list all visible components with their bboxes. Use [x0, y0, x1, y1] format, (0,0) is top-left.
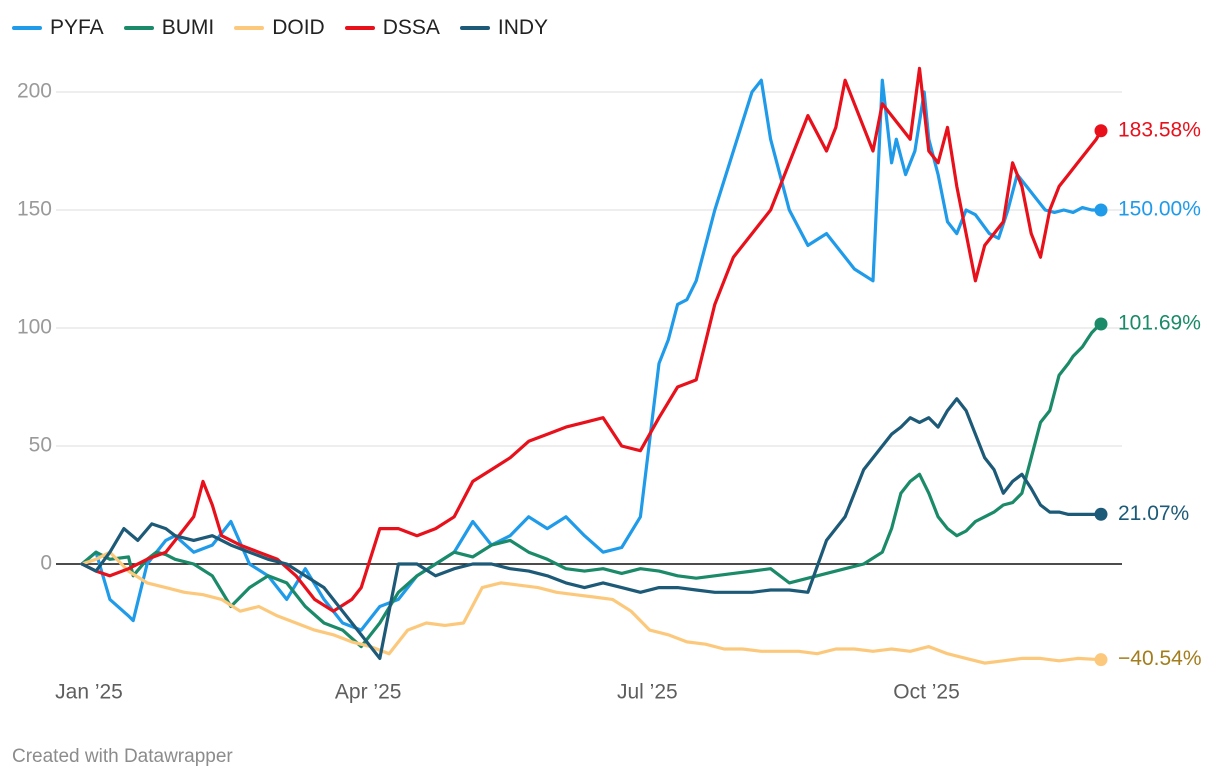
legend-item-dssa: DSSA [344, 16, 440, 40]
x-tick-label-oct-25: Oct ’25 [893, 681, 960, 704]
y-tick-label-200: 200 [17, 80, 52, 103]
legend: PYFA BUMI DOID DSSA INDY [12, 14, 548, 42]
legend-label-bumi: BUMI [161, 16, 215, 39]
legend-item-bumi: BUMI [123, 16, 215, 40]
legend-swatch-dssa [344, 26, 375, 30]
end-label-dssa: 183.58% [1118, 118, 1201, 141]
end-point-indy [1094, 507, 1108, 521]
end-label-doid: −40.54% [1118, 647, 1202, 670]
y-tick-label-50: 50 [29, 434, 52, 457]
y-tick-label-150: 150 [17, 198, 52, 221]
legend-swatch-bumi [123, 26, 154, 30]
legend-label-indy: INDY [497, 16, 549, 39]
end-label-bumi: 101.69% [1118, 312, 1201, 335]
end-point-dssa [1094, 124, 1108, 138]
y-tick-label-0: 0 [40, 552, 52, 575]
end-label-indy: 21.07% [1118, 502, 1189, 525]
legend-swatch-doid [234, 26, 265, 30]
x-tick-label-apr-25: Apr ’25 [335, 681, 402, 704]
y-tick-label-100: 100 [17, 316, 52, 339]
end-label-pyfa: 150.00% [1118, 198, 1201, 221]
series-line-doid [80, 550, 1103, 665]
series-line-dssa [80, 66, 1103, 613]
legend-item-pyfa: PYFA [12, 16, 104, 40]
end-point-pyfa [1094, 203, 1108, 217]
legend-item-doid: DOID [234, 16, 325, 40]
x-tick-label-jul-25: Jul ’25 [617, 681, 678, 704]
legend-label-dssa: DSSA [382, 16, 440, 39]
legend-swatch-pyfa [12, 26, 42, 30]
footer-credit: Created with Datawrapper [12, 746, 233, 767]
series-line-pyfa [80, 78, 1103, 632]
series-line-bumi [80, 322, 1103, 649]
legend-label-doid: DOID [272, 16, 325, 39]
legend-swatch-indy [459, 26, 490, 30]
end-point-bumi [1094, 317, 1108, 331]
legend-item-indy: INDY [459, 16, 549, 40]
end-point-doid [1094, 653, 1108, 667]
legend-label-pyfa: PYFA [50, 16, 104, 39]
series-line-indy [80, 397, 1103, 661]
x-tick-label-jan-25: Jan ’25 [55, 681, 123, 704]
